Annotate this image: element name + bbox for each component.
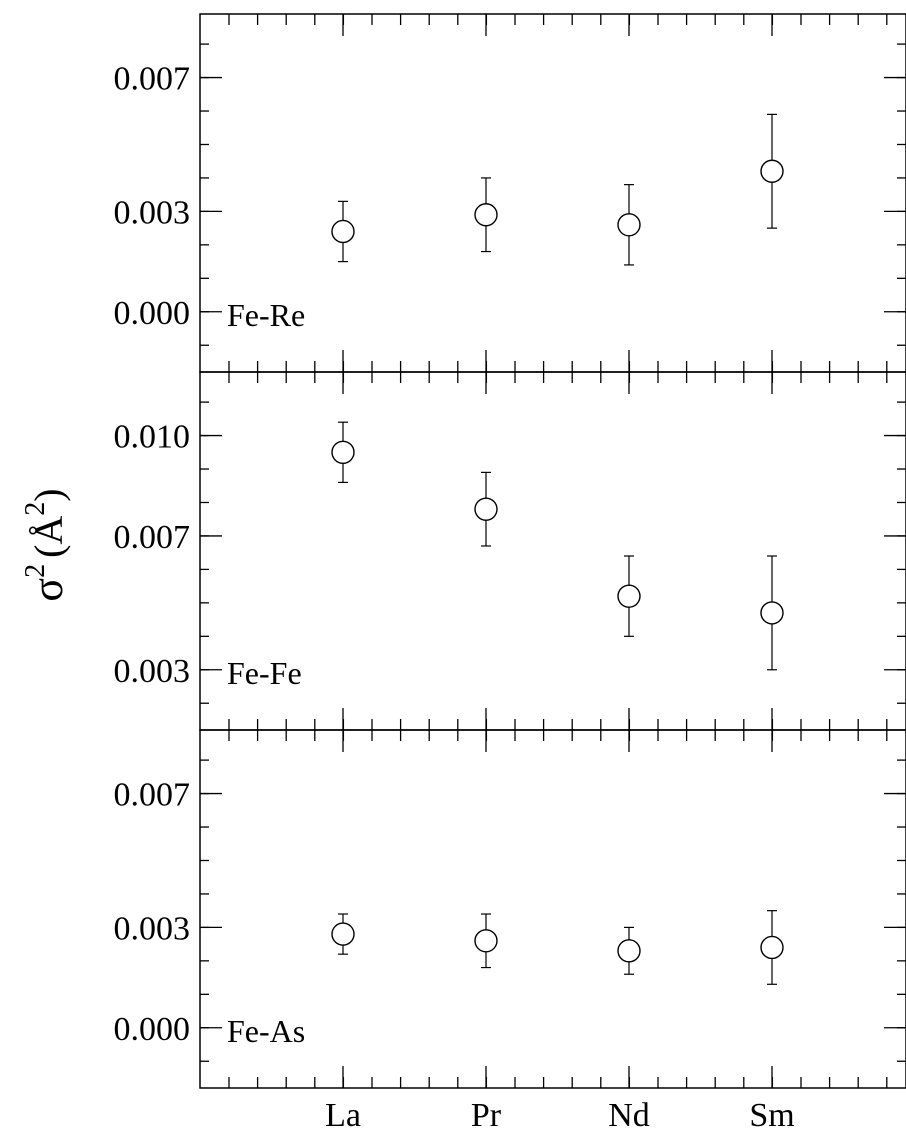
- panel-label: Fe-Fe: [227, 655, 302, 691]
- data-point: [760, 935, 784, 960]
- y-tick-label: 0.007: [114, 61, 191, 98]
- y-axis-label: σ2(Å2): [20, 488, 72, 601]
- y-tick-label: 0.003: [114, 653, 191, 690]
- data-point: [331, 219, 355, 244]
- x-tick-label: Pr: [471, 1097, 502, 1131]
- data-point: [474, 929, 498, 953]
- panel-label: Fe-As: [227, 1013, 305, 1049]
- y-tick-label: 0.007: [114, 777, 191, 814]
- data-point: [617, 939, 641, 963]
- data-point: [474, 497, 498, 521]
- y-tick-label: 0.003: [114, 194, 191, 231]
- panel-label: Fe-Re: [227, 297, 305, 333]
- y-axis-label-unit: (Å: [26, 516, 71, 558]
- y-axis-label-symbol-sup: 2: [20, 564, 51, 578]
- data-point: [617, 584, 641, 608]
- y-axis-label-unit-sup: 2: [20, 502, 51, 516]
- x-tick-label: Sm: [749, 1097, 794, 1131]
- panel-frame: [199, 13, 906, 373]
- data-point: [760, 159, 784, 183]
- y-tick-label: 0.003: [114, 910, 191, 947]
- panel-frame: [199, 729, 906, 1089]
- x-tick-label: La: [325, 1097, 361, 1131]
- y-axis-label-symbol: σ: [23, 578, 72, 602]
- y-tick-label: 0.000: [114, 295, 191, 332]
- y-axis-label-close: ): [26, 488, 71, 501]
- data-point: [331, 922, 355, 946]
- y-tick-label: 0.007: [114, 519, 191, 556]
- data-point: [474, 203, 498, 227]
- y-tick-label: 0.010: [114, 419, 191, 456]
- plot-area: 0.000 0.003 0.007 Fe-Re 0.003 0.007 0.010 Fe-Fe…: [114, 13, 906, 1131]
- x-tick-label: Nd: [608, 1097, 650, 1131]
- data-point: [331, 440, 355, 464]
- data-point: [760, 601, 784, 625]
- data-point: [617, 213, 641, 237]
- y-tick-label: 0.000: [114, 1011, 191, 1048]
- panel-frame: [199, 371, 906, 731]
